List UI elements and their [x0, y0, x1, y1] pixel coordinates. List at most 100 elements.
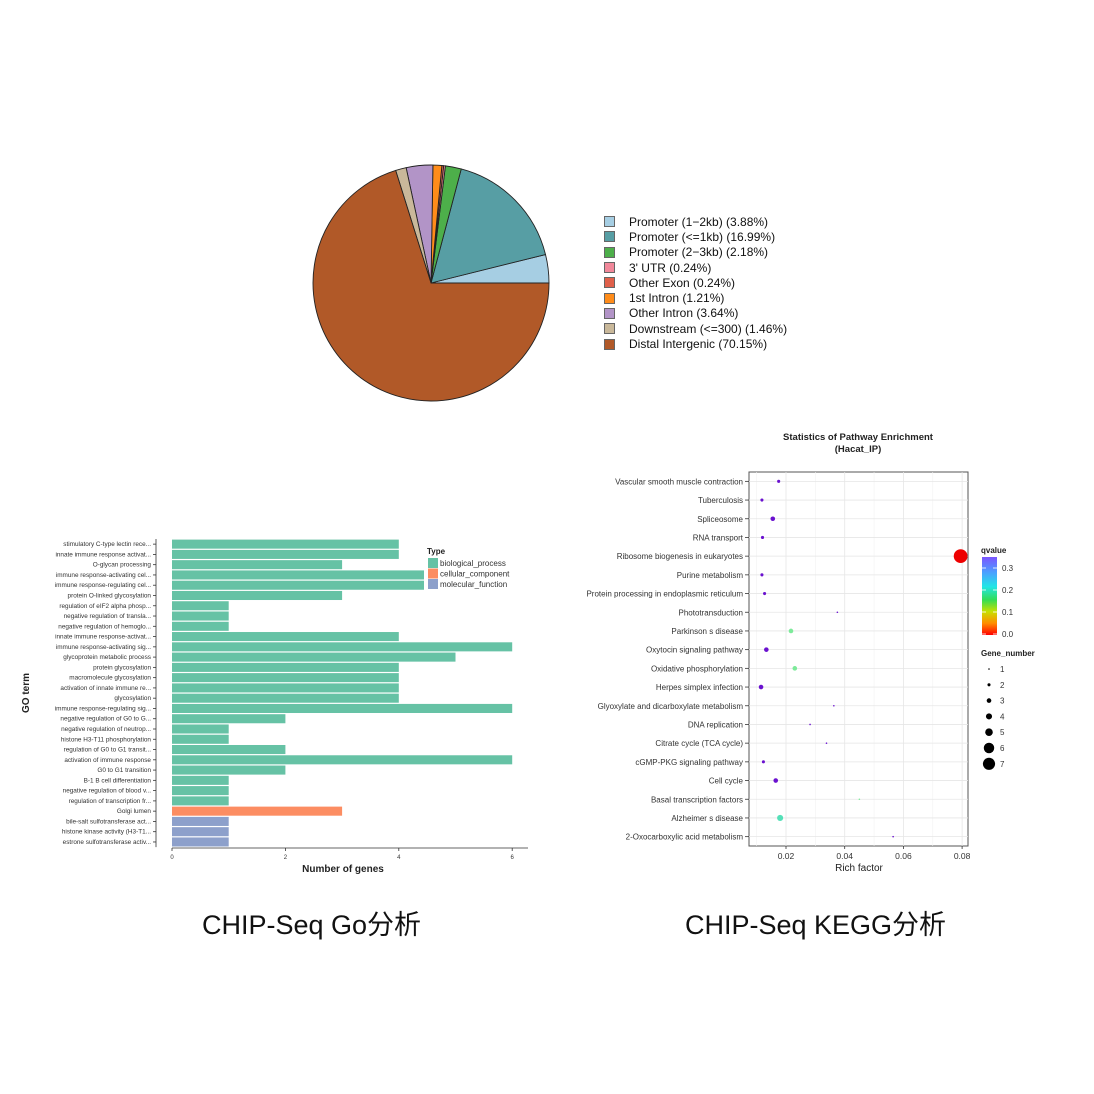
pathway-point — [809, 723, 811, 726]
go-legend-swatch — [428, 568, 438, 579]
go-bar — [172, 673, 399, 683]
go-term-label: glycoprotein metabolic process — [63, 654, 151, 661]
pathway-point — [777, 814, 784, 821]
go-bar — [172, 549, 399, 559]
x-tick-label: 0.08 — [954, 851, 971, 861]
y-axis-title: GO term — [21, 673, 32, 713]
pathway-label: Oxidative phosphorylation — [651, 664, 743, 673]
gene-number-legend-dot — [988, 668, 990, 670]
go-bar — [172, 724, 229, 734]
pie-legend-item: Promoter (<=1kb) (16.99%) — [604, 229, 824, 244]
gene-number-legend-dot — [982, 757, 996, 770]
pathway-label: DNA replication — [688, 720, 743, 729]
pathway-label: cGMP-PKG signaling pathway — [635, 758, 743, 767]
gene-number-legend-label: 5 — [1000, 728, 1005, 737]
qvalue-tick-label: 0.3 — [1002, 564, 1014, 573]
pathway-label: Herpes simplex infection — [656, 683, 743, 692]
genomic-annotation-pie-chart — [312, 164, 550, 402]
pathway-label: RNA transport — [693, 533, 744, 542]
gene-number-legend-label: 1 — [1000, 665, 1005, 674]
legend-swatch — [604, 292, 615, 304]
go-bar — [172, 806, 343, 816]
pathway-label: Spliceosome — [697, 515, 743, 524]
pathway-point — [760, 498, 764, 502]
go-term-label: innate immune response-activat... — [55, 634, 151, 641]
pie-slice-8 — [312, 169, 550, 402]
go-bar — [172, 755, 513, 765]
legend-swatch — [604, 216, 615, 228]
go-enrichment-bar-chart: stimulatory C-type lectin rece... innate … — [21, 539, 528, 875]
qvalue-colorbar — [982, 557, 997, 635]
go-term-label: negative regulation of transla... — [64, 613, 152, 620]
legend-swatch — [604, 262, 615, 274]
go-bar — [172, 786, 229, 796]
go-term-label: stimulatory C-type lectin rece... — [63, 541, 151, 548]
x-tick-label: 0.04 — [836, 851, 853, 861]
gene-number-legend-label: 3 — [1000, 697, 1005, 706]
go-legend-swatch — [428, 558, 438, 568]
x-tick-label: 2 — [284, 855, 288, 861]
go-term-label: negative regulation of neutrop... — [61, 726, 151, 733]
pathway-label: Tuberculosis — [698, 496, 743, 505]
go-term-label: negative regulation of blood v... — [63, 788, 152, 795]
go-term-label: Golgi lumen — [117, 808, 152, 815]
go-term-label: innate immune response activat... — [55, 551, 151, 558]
kegg-subtitle: (Hacat_IP) — [835, 444, 881, 455]
pathway-point — [892, 835, 894, 838]
go-term-label: activation of immune response — [64, 757, 151, 764]
go-bar — [172, 652, 456, 662]
pathway-point — [858, 798, 861, 801]
pathway-point — [788, 628, 794, 634]
legend-label: Downstream (<=300) (1.46%) — [629, 321, 788, 336]
pie-legend-item: Promoter (1−2kb) (3.88%) — [604, 214, 824, 229]
pathway-point — [760, 535, 765, 539]
pathway-point — [761, 760, 765, 764]
pathway-label: Protein processing in endoplasmic reticu… — [586, 590, 743, 599]
go-bar — [172, 570, 456, 580]
pathway-point — [758, 684, 764, 690]
kegg-pathway-scatter-chart: Statistics of Pathway Enrichment(Hacat_I… — [586, 432, 1034, 874]
qvalue-tick-label: 0.2 — [1002, 586, 1014, 595]
gene-number-legend-label: 2 — [1000, 681, 1005, 690]
pathway-point — [760, 573, 764, 577]
go-legend-label: cellular_component — [440, 570, 510, 579]
pathway-label: Phototransduction — [679, 608, 744, 617]
pie-legend-item: Distal Intergenic (70.15%) — [604, 336, 824, 351]
go-term-label: regulation of G0 to G1 transit... — [64, 747, 152, 754]
go-term-label: immune response-activating cel... — [56, 572, 151, 579]
go-term-label: protein glycosylation — [93, 664, 151, 671]
go-bar — [172, 816, 229, 826]
go-bar — [172, 590, 343, 601]
x-tick-label: 0.02 — [778, 851, 795, 861]
go-term-label: G0 to G1 transition — [97, 767, 151, 774]
pie-legend: Promoter (1−2kb) (3.88%) Promoter (<=1kb)… — [604, 214, 824, 352]
legend-label: Other Intron (3.64%) — [629, 306, 739, 321]
pathway-point — [763, 592, 767, 596]
legend-label: 3' UTR (0.24%) — [629, 260, 712, 275]
go-bar — [172, 621, 229, 631]
pathway-point — [770, 516, 776, 522]
pathway-label: Citrate cycle (TCA cycle) — [655, 739, 743, 748]
x-tick-label: 0 — [170, 855, 174, 861]
legend-swatch — [604, 307, 615, 319]
x-axis-title: Number of genes — [302, 864, 384, 875]
go-bar — [172, 611, 229, 621]
pathway-label: Ribosome biogenesis in eukaryotes — [617, 552, 743, 561]
go-term-label: regulation of transcription fr... — [69, 798, 152, 805]
go-term-label: immune response-regulating cel... — [55, 582, 151, 589]
go-term-label: regulation of eIF2 alpha phosp... — [59, 603, 151, 610]
x-tick-label: 4 — [397, 855, 401, 861]
pie-legend-item: Other Intron (3.64%) — [604, 306, 824, 321]
pathway-label: Purine metabolism — [677, 571, 744, 580]
go-bar — [172, 827, 229, 837]
x-axis-title: Rich factor — [835, 863, 883, 874]
go-term-label: histone kinase activity (H3-T1... — [62, 829, 151, 836]
gene-number-legend-dot — [986, 698, 992, 703]
pathway-label: Alzheimer s disease — [671, 814, 743, 823]
go-bar — [172, 662, 399, 672]
go-term-label: activation of innate immune re... — [60, 685, 151, 692]
pathway-point — [764, 647, 769, 652]
pie-legend-item: Downstream (<=300) (1.46%) — [604, 321, 824, 336]
gene-number-legend-dot — [985, 713, 993, 720]
go-term-label: negative regulation of hemoglo... — [58, 623, 151, 630]
